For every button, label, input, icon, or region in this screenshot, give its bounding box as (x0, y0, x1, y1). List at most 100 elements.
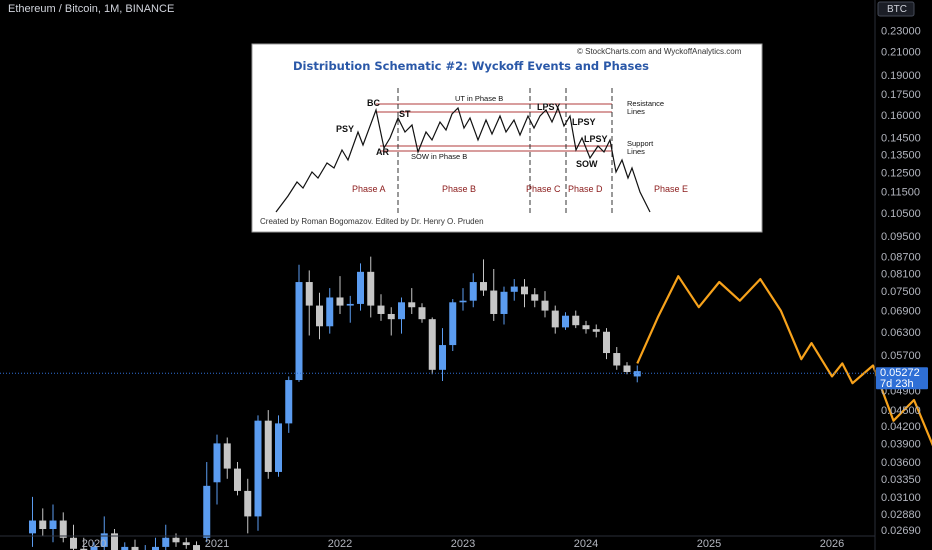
candle-2022-07[interactable] (398, 297, 405, 334)
price-tick-label: 0.02880 (881, 509, 921, 521)
candle-2023-01[interactable] (459, 288, 467, 311)
symbol-title[interactable]: Ethereum / Bitcoin, 1M, BINANCE (8, 3, 174, 15)
time-axis[interactable]: 2020 2021 2022 2023 2024 2025 2026 (82, 538, 844, 550)
candle-2024-05[interactable] (623, 362, 631, 375)
candle-2023-05[interactable] (500, 286, 508, 325)
candle-2020-06[interactable] (142, 545, 149, 550)
candle-body (613, 353, 621, 366)
candle-2023-06[interactable] (510, 279, 518, 301)
candle-body (480, 282, 487, 291)
candle-2020-08[interactable] (162, 524, 170, 550)
price-tick-label: 0.16000 (881, 110, 921, 122)
candle-2019-07[interactable] (29, 496, 36, 547)
candle-body (80, 548, 88, 550)
candle-2022-12[interactable] (449, 299, 457, 352)
candle-2021-08[interactable] (285, 376, 293, 433)
candle-2024-01[interactable] (582, 320, 590, 334)
candle-2021-12[interactable] (326, 288, 334, 334)
candle-2024-02[interactable] (592, 324, 600, 338)
candle-2019-08[interactable] (39, 508, 47, 536)
event-bc: BC (367, 98, 380, 108)
candle-2020-10[interactable] (182, 537, 190, 549)
candle-2020-11[interactable] (193, 541, 200, 550)
candle-2021-04[interactable] (244, 478, 252, 534)
time-tick-label: 2026 (820, 538, 844, 550)
candle-body (439, 345, 446, 370)
candle-2020-04[interactable] (121, 542, 129, 550)
candle-2020-01[interactable] (90, 542, 98, 550)
candle-body (398, 302, 405, 320)
candle-2021-10[interactable] (305, 270, 313, 336)
candle-body (428, 319, 436, 370)
candle-2019-11[interactable] (70, 524, 77, 550)
candle-2020-02[interactable] (100, 516, 108, 550)
price-tick-label: 0.03100 (881, 492, 921, 504)
candle-2020-12[interactable] (203, 462, 211, 543)
price-tick-label: 0.14500 (881, 133, 921, 145)
candle-2021-01[interactable] (213, 434, 221, 505)
wyckoff-schematic-image: © StockCharts.com and WyckoffAnalytics.c… (251, 43, 763, 233)
candle-2022-01[interactable] (336, 276, 344, 314)
candle-body (59, 520, 67, 538)
last-price-value: 0.05272 (880, 367, 920, 379)
candle-body (100, 533, 108, 547)
candle-2020-05[interactable] (131, 539, 139, 550)
candle-body (111, 533, 118, 550)
candle-2022-11[interactable] (439, 328, 446, 381)
price-axis[interactable]: BTC 0.23000 0.21000 0.19000 0.17500 0.16000 0… (877, 1, 921, 537)
candle-2024-06[interactable] (633, 365, 641, 383)
candle-2023-11[interactable] (562, 312, 569, 330)
candle-body (275, 423, 282, 472)
event-psy: PSY (336, 124, 354, 134)
candle-2022-02[interactable] (346, 295, 354, 323)
candle-2022-05[interactable] (377, 294, 385, 321)
candle-body (326, 297, 334, 327)
candle-2023-12[interactable] (572, 310, 580, 329)
event-lpsy-3: LPSY (584, 134, 608, 144)
candle-body (90, 546, 98, 550)
price-tick-label: 0.03350 (881, 474, 921, 486)
candle-2023-04[interactable] (490, 268, 498, 321)
candle-2020-07[interactable] (152, 537, 159, 550)
candle-2021-03[interactable] (234, 462, 241, 496)
candle-2021-07[interactable] (275, 415, 282, 477)
candle-2023-02[interactable] (469, 273, 477, 308)
candle-body (633, 371, 641, 377)
candle-2021-05[interactable] (254, 415, 262, 531)
price-tick-label: 0.02690 (881, 525, 921, 537)
candle-2023-08[interactable] (531, 288, 539, 308)
candle-2022-10[interactable] (428, 317, 436, 375)
candle-body (346, 303, 354, 306)
candle-2019-10[interactable] (59, 512, 67, 543)
event-sow-b: SOW in Phase B (411, 152, 467, 161)
candle-2021-06[interactable] (264, 410, 272, 479)
candle-2021-09[interactable] (295, 264, 303, 382)
candle-2022-06[interactable] (387, 307, 395, 336)
candle-body (223, 443, 231, 469)
candle-2022-03[interactable] (357, 263, 364, 311)
price-tick-label: 0.06300 (881, 327, 921, 339)
candle-2021-02[interactable] (223, 437, 231, 479)
candle-body (203, 485, 211, 538)
candle-body (562, 315, 569, 328)
candle-2022-04[interactable] (367, 256, 375, 318)
time-tick-label: 2025 (697, 538, 721, 550)
candle-2023-03[interactable] (480, 259, 487, 296)
time-tick-label: 2021 (205, 538, 229, 550)
candle-body (244, 490, 252, 517)
candle-2023-07[interactable] (521, 279, 528, 308)
candle-body (449, 302, 457, 346)
candle-2024-04[interactable] (613, 347, 621, 370)
candle-2021-11[interactable] (316, 292, 323, 340)
currency-badge (877, 1, 915, 17)
event-st: ST (399, 109, 411, 119)
candle-2024-03[interactable] (603, 328, 610, 360)
candle-2022-09[interactable] (418, 303, 426, 323)
candle-2023-10[interactable] (551, 305, 559, 334)
candle-2023-09[interactable] (541, 291, 549, 318)
candle-2022-08[interactable] (408, 288, 416, 314)
candle-body (521, 286, 528, 295)
support-label-2: Lines (627, 147, 645, 156)
schematic-title: Distribution Schematic #2: Wyckoff Event… (293, 59, 649, 73)
